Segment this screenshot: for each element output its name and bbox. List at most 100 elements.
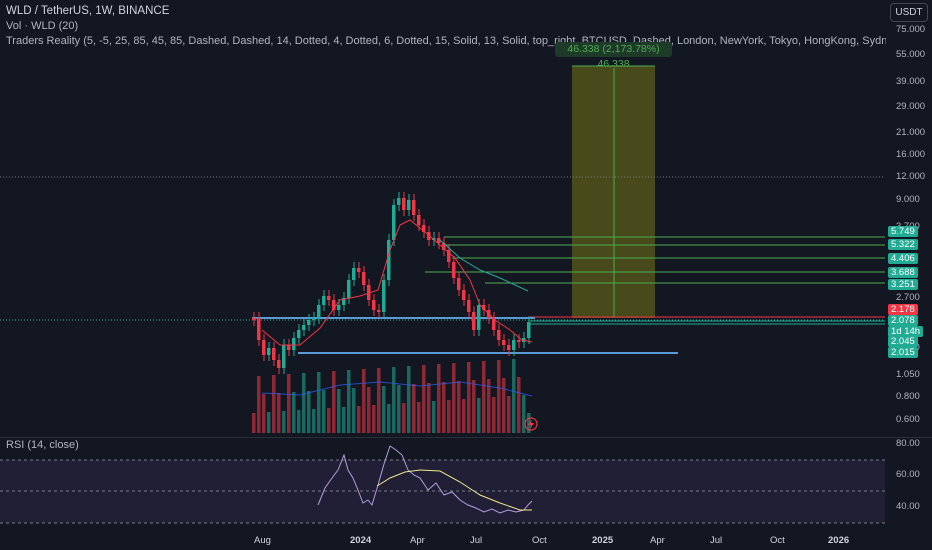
volume-bar <box>382 386 386 433</box>
candle-body <box>257 318 261 340</box>
rsi-ma <box>376 469 532 511</box>
candle-body <box>407 200 411 210</box>
candle-body <box>312 318 316 320</box>
symbol-title[interactable]: WLD / TetherUS, 1W, BINANCE <box>6 5 170 17</box>
candle-body <box>337 305 341 310</box>
price-axis-label: 1.050 <box>896 369 920 380</box>
candle-body <box>417 215 421 225</box>
candle-body <box>327 296 331 300</box>
time-axis-label: Jul <box>710 535 723 546</box>
candle-body <box>342 298 346 305</box>
candle-body <box>352 268 356 280</box>
candle-body <box>507 345 511 350</box>
candle-body <box>457 278 461 290</box>
volume-bar <box>372 405 376 433</box>
volume-bar <box>387 404 391 433</box>
price-tag: 2.015 <box>888 347 918 358</box>
rsi-indicator-label[interactable]: RSI (14, close) <box>6 439 79 451</box>
volume-bars <box>252 359 531 433</box>
price-tag: 2.045 <box>888 336 918 347</box>
price-axis-label: 0.800 <box>896 391 920 402</box>
currency-button[interactable]: USDT <box>890 3 928 22</box>
volume-bar <box>442 382 446 433</box>
price-axis-label: 12.000 <box>896 171 926 182</box>
price-tag: 4.406 <box>888 253 918 264</box>
volume-bar <box>272 375 276 433</box>
volume-bar <box>407 366 411 433</box>
candle-body <box>477 305 481 330</box>
candle-body <box>512 340 516 350</box>
candle-body <box>527 322 531 338</box>
price-axis-label: 39.000 <box>896 76 926 87</box>
volume-bar <box>257 376 261 433</box>
candle-body <box>357 268 361 272</box>
candle-body <box>387 240 391 280</box>
candle-body <box>272 348 276 360</box>
candle-body <box>482 305 486 310</box>
candle-body <box>447 250 451 262</box>
price-axis-label: 75.000 <box>896 24 926 35</box>
candle-body <box>402 198 406 210</box>
candle-body <box>502 340 506 345</box>
volume-bar <box>492 397 496 433</box>
volume-bar <box>497 360 501 433</box>
price-axis-label: 55.000 <box>896 49 926 60</box>
time-axis-label: Aug <box>254 535 271 546</box>
price-tag: 3.251 <box>888 279 918 290</box>
time-axis-label: 2024 <box>350 535 372 546</box>
volume-bar <box>482 361 486 433</box>
price-axis-label: 9.000 <box>896 194 920 205</box>
volume-bar <box>312 409 316 433</box>
time-axis-label: 2025 <box>592 535 614 546</box>
volume-bar <box>392 367 396 433</box>
volume-bar <box>327 408 331 433</box>
candle-body <box>422 225 426 232</box>
candle-body <box>462 290 466 300</box>
price-axis-label: 0.600 <box>896 414 920 425</box>
price-tag: 3.688 <box>888 267 918 278</box>
time-axis-label: Oct <box>532 535 547 546</box>
volume-bar <box>277 393 281 433</box>
price-axis-label: 21.000 <box>896 127 926 138</box>
candle-body <box>307 320 311 325</box>
volume-bar <box>337 389 341 433</box>
volume-indicator-label[interactable]: Vol · WLD (20) <box>6 20 79 32</box>
volume-bar <box>507 396 511 433</box>
price-axis-label: 2.700 <box>896 292 920 303</box>
volume-bar <box>347 370 351 433</box>
volume-bar <box>292 392 296 433</box>
candle-body <box>517 340 521 342</box>
volume-bar <box>332 371 336 433</box>
volume-bar <box>467 362 471 433</box>
candle-body <box>362 272 366 285</box>
time-axis-label: Jul <box>470 535 483 546</box>
candle-body <box>292 338 296 350</box>
rsi-band <box>0 460 885 523</box>
candle-body <box>497 330 501 340</box>
volume-bar <box>267 412 271 433</box>
candle-body <box>467 300 471 312</box>
volume-bar <box>502 378 506 433</box>
price-candles <box>252 192 531 374</box>
price-tag: 1d 14h <box>888 326 924 337</box>
volume-bar <box>262 394 266 433</box>
price-tag: 2.178 <box>888 304 918 315</box>
volume-bar <box>352 388 356 433</box>
volume-bar <box>487 379 491 433</box>
candle-body <box>262 340 266 355</box>
volume-bar <box>302 373 306 433</box>
candle-body <box>367 285 371 300</box>
candle-body <box>302 325 306 330</box>
volume-bar <box>307 391 311 433</box>
volume-bar <box>362 369 366 433</box>
ma-red <box>261 219 533 346</box>
time-axis-label: Apr <box>650 535 665 546</box>
volume-bar <box>397 385 401 433</box>
volume-bar <box>457 381 461 433</box>
candle-body <box>282 345 286 368</box>
price-tag: 5.322 <box>888 239 918 250</box>
candle-body <box>382 280 386 312</box>
volume-bar <box>342 407 346 433</box>
pane-separator[interactable] <box>0 437 932 438</box>
